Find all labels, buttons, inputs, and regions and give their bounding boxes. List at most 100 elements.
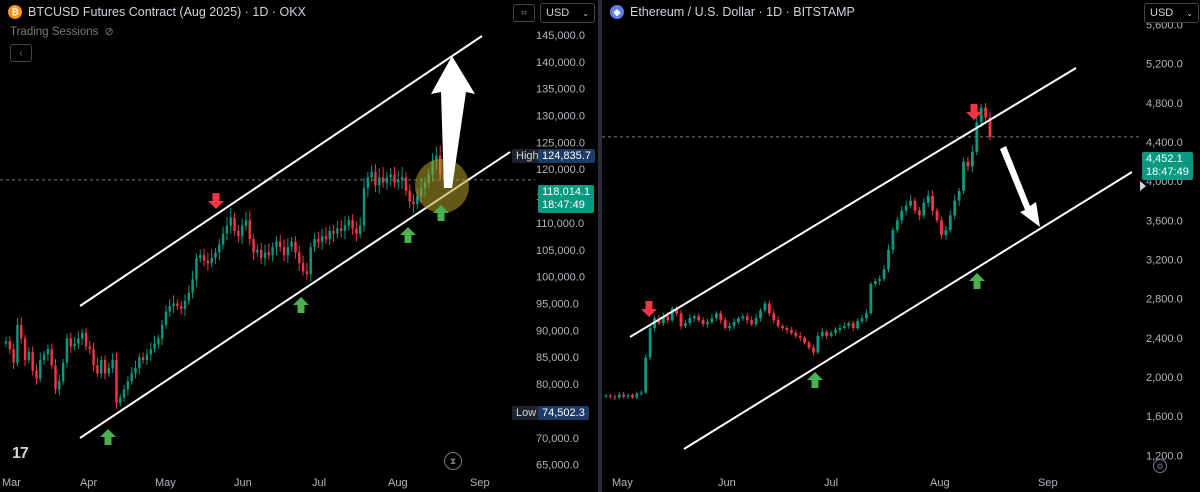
candle-body <box>27 351 31 360</box>
candle-body <box>820 331 824 336</box>
screenshot-icon[interactable]: ⌗ <box>513 4 535 22</box>
candle-body <box>609 395 612 397</box>
candle-body <box>904 205 908 211</box>
candle-body <box>271 247 274 256</box>
btc-chart-canvas[interactable]: 65,000.070,000.075,000.080,000.085,000.0… <box>0 0 598 492</box>
y-tick-label: 3,600.0 <box>1146 215 1183 227</box>
candle-body <box>172 303 175 307</box>
candle-body <box>781 326 784 329</box>
candle-body <box>745 316 749 321</box>
candle-body <box>869 283 873 314</box>
y-tick-label: 5,200.0 <box>1146 59 1183 71</box>
high-tag-value: 124,835.7 <box>538 149 595 163</box>
candle-body <box>305 271 309 274</box>
candle-body <box>233 217 236 231</box>
candle-body <box>23 338 27 360</box>
trading-sessions-row[interactable]: Trading Sessions ⊘ <box>10 25 114 39</box>
y-tick-label: 80,000.0 <box>536 379 579 391</box>
btc-chart-panel: 65,000.070,000.075,000.080,000.085,000.0… <box>0 0 598 492</box>
candle-body <box>416 196 419 205</box>
candle-body <box>240 225 244 237</box>
candle-body <box>61 362 65 382</box>
green-arrow-icon <box>293 297 309 313</box>
btc-chart-title: BTCUSD Futures Contract (Aug 2025) · 1D … <box>28 5 306 19</box>
candle-body <box>88 346 91 350</box>
candle-body <box>692 316 696 319</box>
candle-body <box>343 225 347 231</box>
candle-body <box>248 220 251 240</box>
x-tick-label: Mar <box>2 477 21 489</box>
candle-body <box>397 179 400 183</box>
candle-body <box>96 365 99 374</box>
candle-body <box>944 230 948 235</box>
candle-body <box>92 349 95 366</box>
candle-body <box>714 313 718 319</box>
eth-currency-label: USD <box>1150 7 1174 19</box>
candle-body <box>622 394 626 397</box>
eth-chart-canvas[interactable]: 1,200.01,600.02,000.02,400.02,800.03,200… <box>602 0 1200 492</box>
candle-body <box>103 359 107 374</box>
candle-body <box>111 359 114 368</box>
y-tick-label: 135,000.0 <box>536 84 585 96</box>
candle-body <box>290 241 293 248</box>
hourglass-icon[interactable]: ⧗ <box>444 452 462 470</box>
candle-body <box>754 318 758 325</box>
y-tick-label: 2,800.0 <box>1146 294 1183 306</box>
candle-body <box>332 230 335 234</box>
candle-body <box>404 177 408 191</box>
x-tick-label: Jun <box>234 477 252 489</box>
candle-body <box>829 332 833 336</box>
candle-body <box>785 328 789 330</box>
candle-body <box>684 323 687 327</box>
btc-last-price: 118,014.1 <box>542 186 591 198</box>
y-tick-label: 145,000.0 <box>536 30 585 42</box>
candle-body <box>180 306 183 309</box>
candle-body <box>732 322 736 327</box>
candle-body <box>54 365 57 390</box>
candle-body <box>865 313 868 319</box>
candle-body <box>719 313 723 321</box>
candle-body <box>160 324 164 339</box>
candle-body <box>789 329 793 333</box>
candle-body <box>670 308 674 321</box>
settings-gear-icon[interactable]: ⚙ <box>1153 459 1167 473</box>
red-arrow-icon <box>208 193 224 209</box>
candle-body <box>847 323 851 327</box>
y-tick-label: 110,000.0 <box>536 218 584 230</box>
x-tick-label: May <box>155 477 176 489</box>
y-tick-label: 120,000.0 <box>536 164 585 176</box>
candle-body <box>58 381 61 390</box>
btc-currency-select[interactable]: USD ⌄ <box>540 3 595 23</box>
highlight-circle <box>415 159 469 213</box>
candle-body <box>697 316 701 321</box>
candle-body <box>626 395 630 397</box>
eth-chart-panel: 1,200.0 1,600.0 2,000.0 2,400.0 2,800.0 3,200… <box>602 0 1200 492</box>
panel-divider[interactable] <box>598 0 602 492</box>
candle-body <box>80 333 84 339</box>
candle-body <box>675 308 679 314</box>
low-tag-label: Low <box>512 406 541 420</box>
candle-body <box>42 354 46 360</box>
candle-body <box>891 230 895 250</box>
candle-body <box>979 107 983 123</box>
y-tick-label: 2,400.0 <box>1146 333 1183 345</box>
candle-body <box>141 357 145 360</box>
btc-currency-label: USD <box>546 7 570 19</box>
low-tag-value: 74,502.3 <box>538 406 589 420</box>
candle-body <box>351 220 354 229</box>
candle-body <box>317 239 320 242</box>
y-tick-label: 130,000.0 <box>536 110 585 122</box>
candle-body <box>294 241 297 253</box>
candle-body <box>882 269 886 280</box>
green-arrow-icon <box>100 429 116 445</box>
x-tick-label: Jun <box>718 477 736 489</box>
y-tick-label: 100,000.0 <box>536 272 585 284</box>
eth-currency-select[interactable]: USD ⌄ <box>1144 3 1199 23</box>
eye-off-icon[interactable]: ⊘ <box>104 26 114 38</box>
candle-body <box>328 230 331 240</box>
y-tick-label: 4,400.0 <box>1146 137 1183 149</box>
tradingview-logo: 17 <box>12 445 29 462</box>
x-tick-label: Jul <box>824 477 838 489</box>
candle-body <box>149 349 152 355</box>
collapse-legend-button[interactable]: ‹ <box>10 44 32 62</box>
